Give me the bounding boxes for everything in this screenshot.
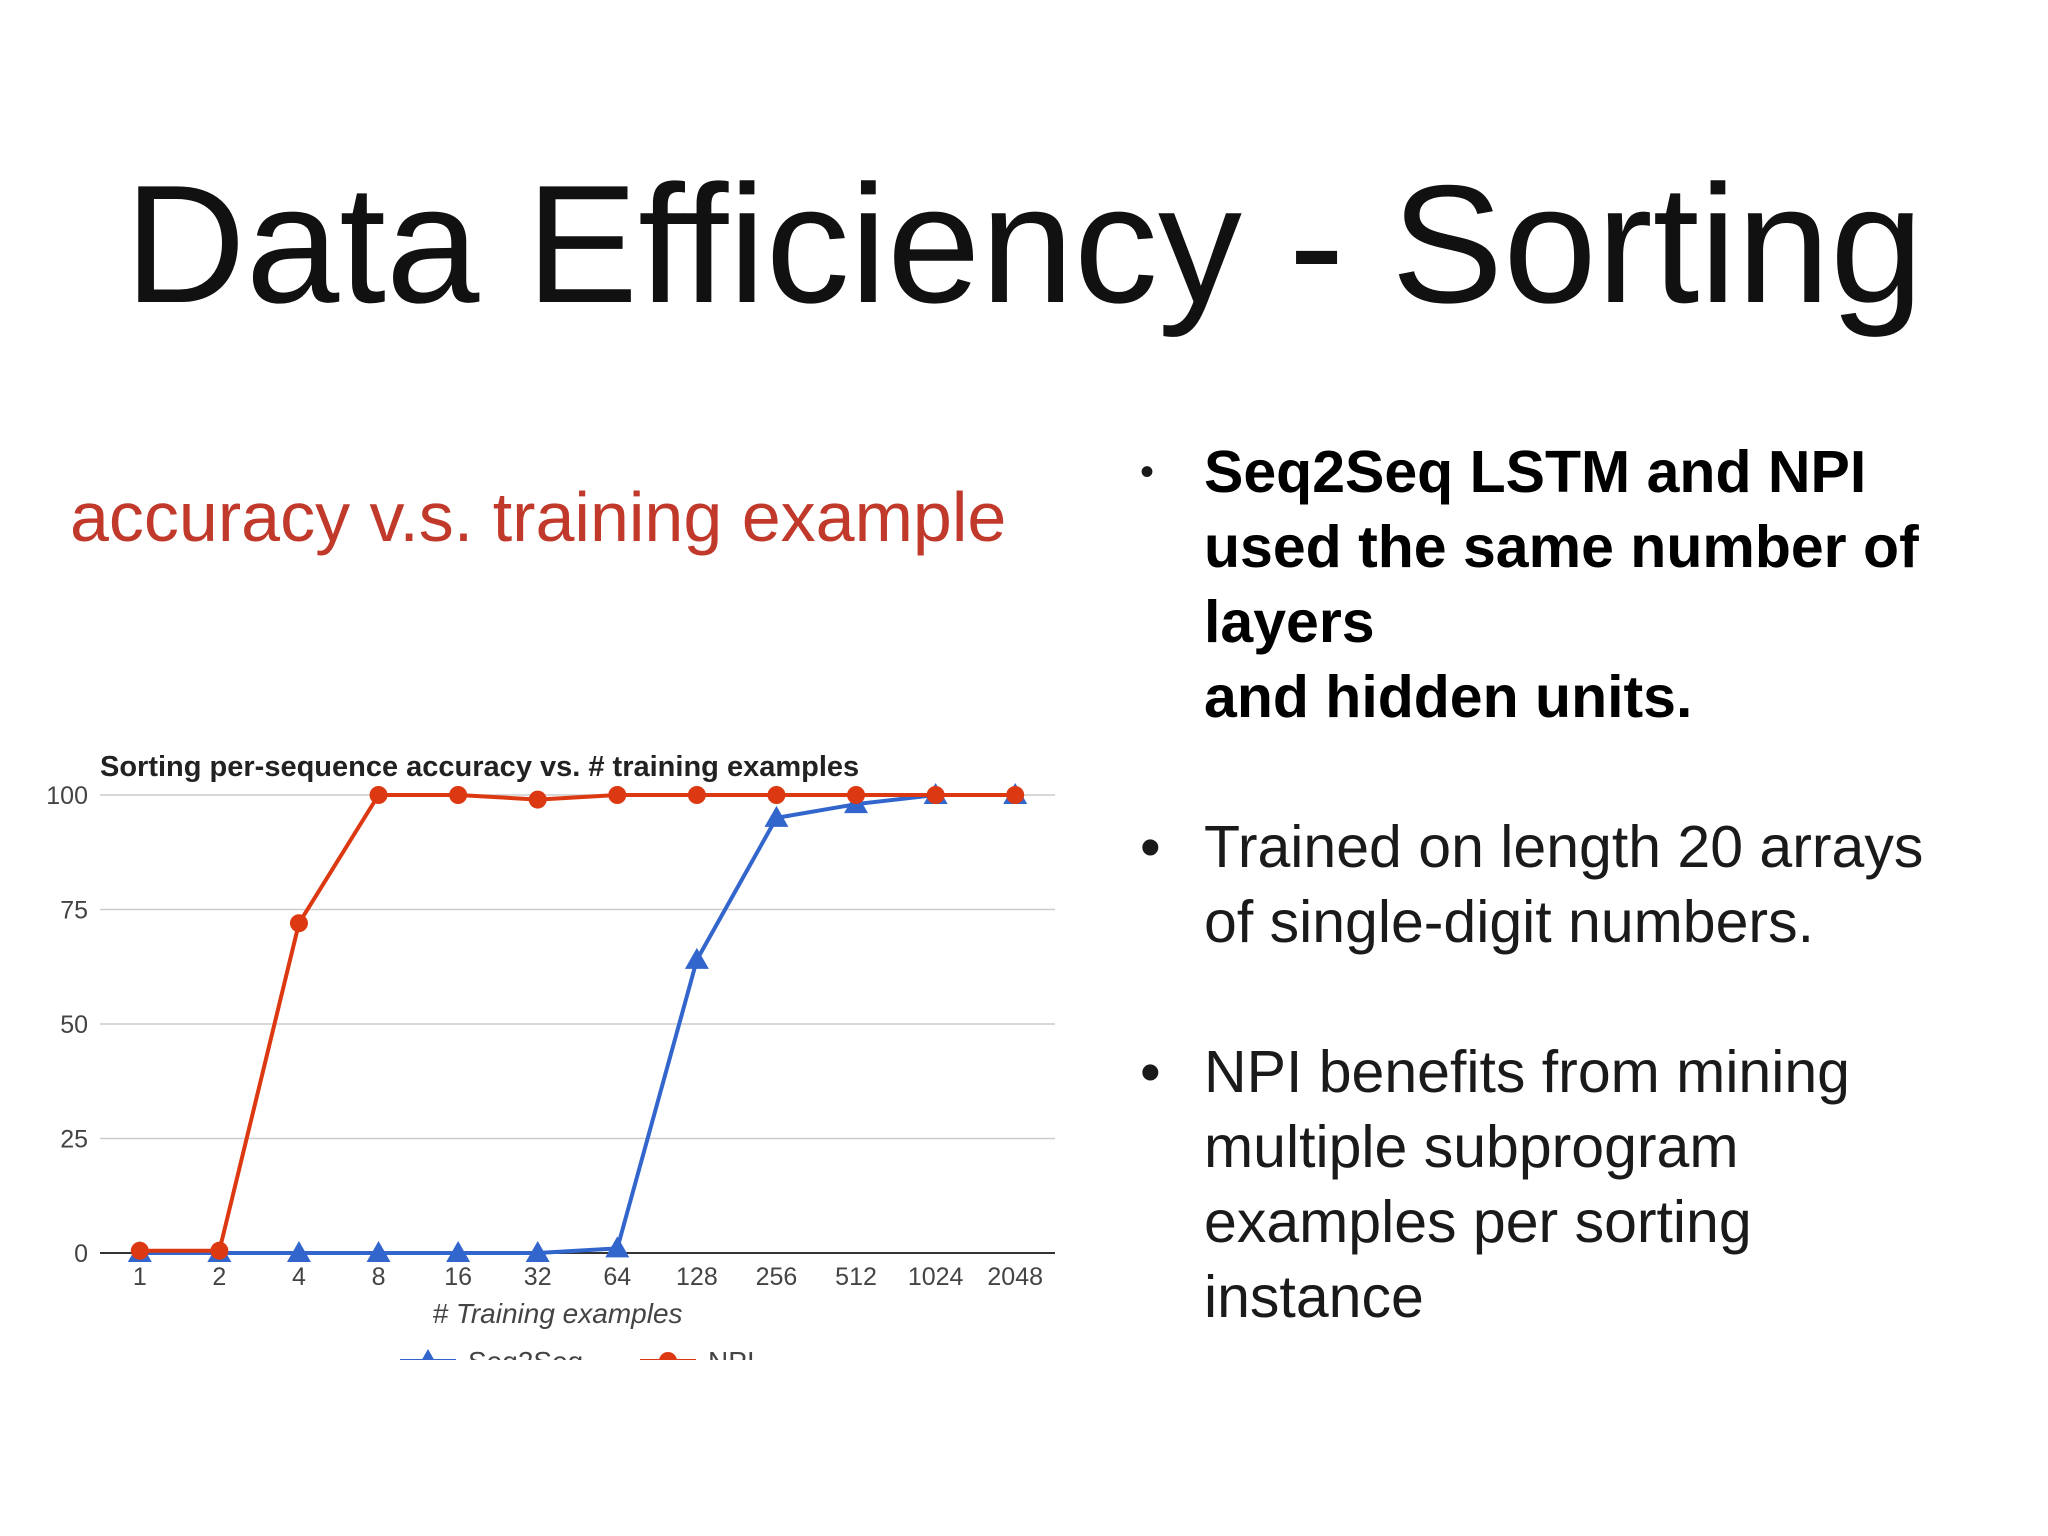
bullet-text: Trained on length 20 arrays of single-dig… bbox=[1204, 810, 2020, 960]
data-point-npi bbox=[449, 786, 468, 804]
bullet-text: Seq2Seq LSTM and NPI used the same number… bbox=[1204, 435, 2020, 735]
bullet-line: NPI benefits from mining bbox=[1204, 1039, 1850, 1105]
x-axis-label: # Training examples bbox=[432, 1298, 682, 1329]
bullet-dot-icon: • bbox=[1140, 450, 1155, 494]
bullet-dot-icon: • bbox=[1140, 1039, 1161, 1105]
data-point-seq2seq bbox=[286, 1241, 311, 1262]
bullet-line: of single-digit numbers. bbox=[1204, 889, 1814, 955]
x-tick-label: 8 bbox=[372, 1263, 386, 1291]
x-tick-label: 1024 bbox=[908, 1263, 964, 1291]
data-point-npi bbox=[369, 786, 388, 804]
accuracy-chart: Sorting per-sequence accuracy vs. # trai… bbox=[20, 720, 1060, 1360]
legend-label: NPI bbox=[708, 1346, 755, 1360]
bullet-line: and hidden units. bbox=[1204, 664, 1693, 730]
x-tick-label: 1 bbox=[133, 1263, 147, 1291]
data-point-npi bbox=[130, 1241, 149, 1260]
bullet-item: • Trained on length 20 arrays of single-di… bbox=[1140, 810, 2020, 960]
data-point-npi bbox=[528, 790, 547, 809]
bullet-line: examples per sorting bbox=[1204, 1189, 1752, 1255]
x-tick-label: 4 bbox=[292, 1263, 306, 1291]
data-point-npi bbox=[210, 1241, 229, 1260]
bullet-item: • NPI benefits from mining multiple subpro… bbox=[1140, 1035, 2020, 1335]
data-point-npi bbox=[847, 786, 866, 804]
bullet-line: Trained on length 20 arrays bbox=[1204, 814, 1924, 880]
data-point-npi bbox=[1006, 786, 1025, 804]
series-line-seq2seq bbox=[139, 793, 1016, 1255]
bullet-line: Seq2Seq LSTM and NPI bbox=[1204, 439, 1867, 505]
data-point-seq2seq bbox=[764, 805, 789, 827]
chart-title: Sorting per-sequence accuracy vs. # trai… bbox=[100, 751, 859, 783]
y-tick-label: 100 bbox=[46, 782, 88, 810]
chart-svg: Sorting per-sequence accuracy vs. # trai… bbox=[46, 751, 1055, 1360]
bullet-item: • Seq2Seq LSTM and NPI used the same numbe… bbox=[1140, 435, 2020, 735]
bullet-dot-icon: • bbox=[1140, 814, 1161, 880]
bullet-line: multiple subprogram bbox=[1204, 1114, 1739, 1180]
x-tick-label: 64 bbox=[603, 1263, 631, 1291]
data-point-npi bbox=[608, 786, 627, 804]
x-tick-label: 2048 bbox=[987, 1263, 1043, 1291]
bullet-line: layers bbox=[1204, 589, 1375, 655]
data-point-npi bbox=[289, 914, 308, 933]
x-tick-label: 256 bbox=[756, 1263, 798, 1291]
bullet-line: instance bbox=[1204, 1264, 1424, 1330]
slide-title: Data Efficiency - Sorting bbox=[124, 150, 1924, 338]
data-point-npi bbox=[687, 786, 706, 804]
legend-marker-icon bbox=[421, 1349, 435, 1360]
data-point-seq2seq bbox=[446, 1241, 471, 1262]
chart-subtitle: accuracy v.s. training example bbox=[70, 478, 1007, 556]
y-tick-label: 25 bbox=[60, 1126, 88, 1154]
x-tick-label: 512 bbox=[835, 1263, 877, 1291]
y-tick-label: 50 bbox=[60, 1011, 88, 1039]
bullet-text: NPI benefits from mining multiple subprog… bbox=[1204, 1035, 2020, 1335]
data-point-npi bbox=[926, 786, 945, 804]
bullet-list: • Seq2Seq LSTM and NPI used the same numbe… bbox=[1140, 435, 2020, 1410]
data-point-seq2seq bbox=[525, 1241, 550, 1262]
series-line-npi bbox=[139, 793, 1016, 1253]
data-point-npi bbox=[767, 786, 786, 804]
legend-marker-icon bbox=[659, 1352, 677, 1360]
x-tick-label: 32 bbox=[524, 1263, 552, 1291]
data-point-seq2seq bbox=[366, 1241, 391, 1262]
bullet-line: used the same number of bbox=[1204, 514, 1919, 580]
x-tick-label: 128 bbox=[676, 1263, 718, 1291]
y-tick-label: 0 bbox=[74, 1240, 88, 1268]
y-tick-label: 75 bbox=[60, 897, 88, 925]
x-tick-label: 16 bbox=[444, 1263, 472, 1291]
legend-label: Seq2Seq bbox=[468, 1346, 583, 1360]
x-tick-label: 2 bbox=[212, 1263, 226, 1291]
data-point-seq2seq bbox=[684, 947, 709, 969]
data-point-seq2seq bbox=[605, 1236, 630, 1258]
